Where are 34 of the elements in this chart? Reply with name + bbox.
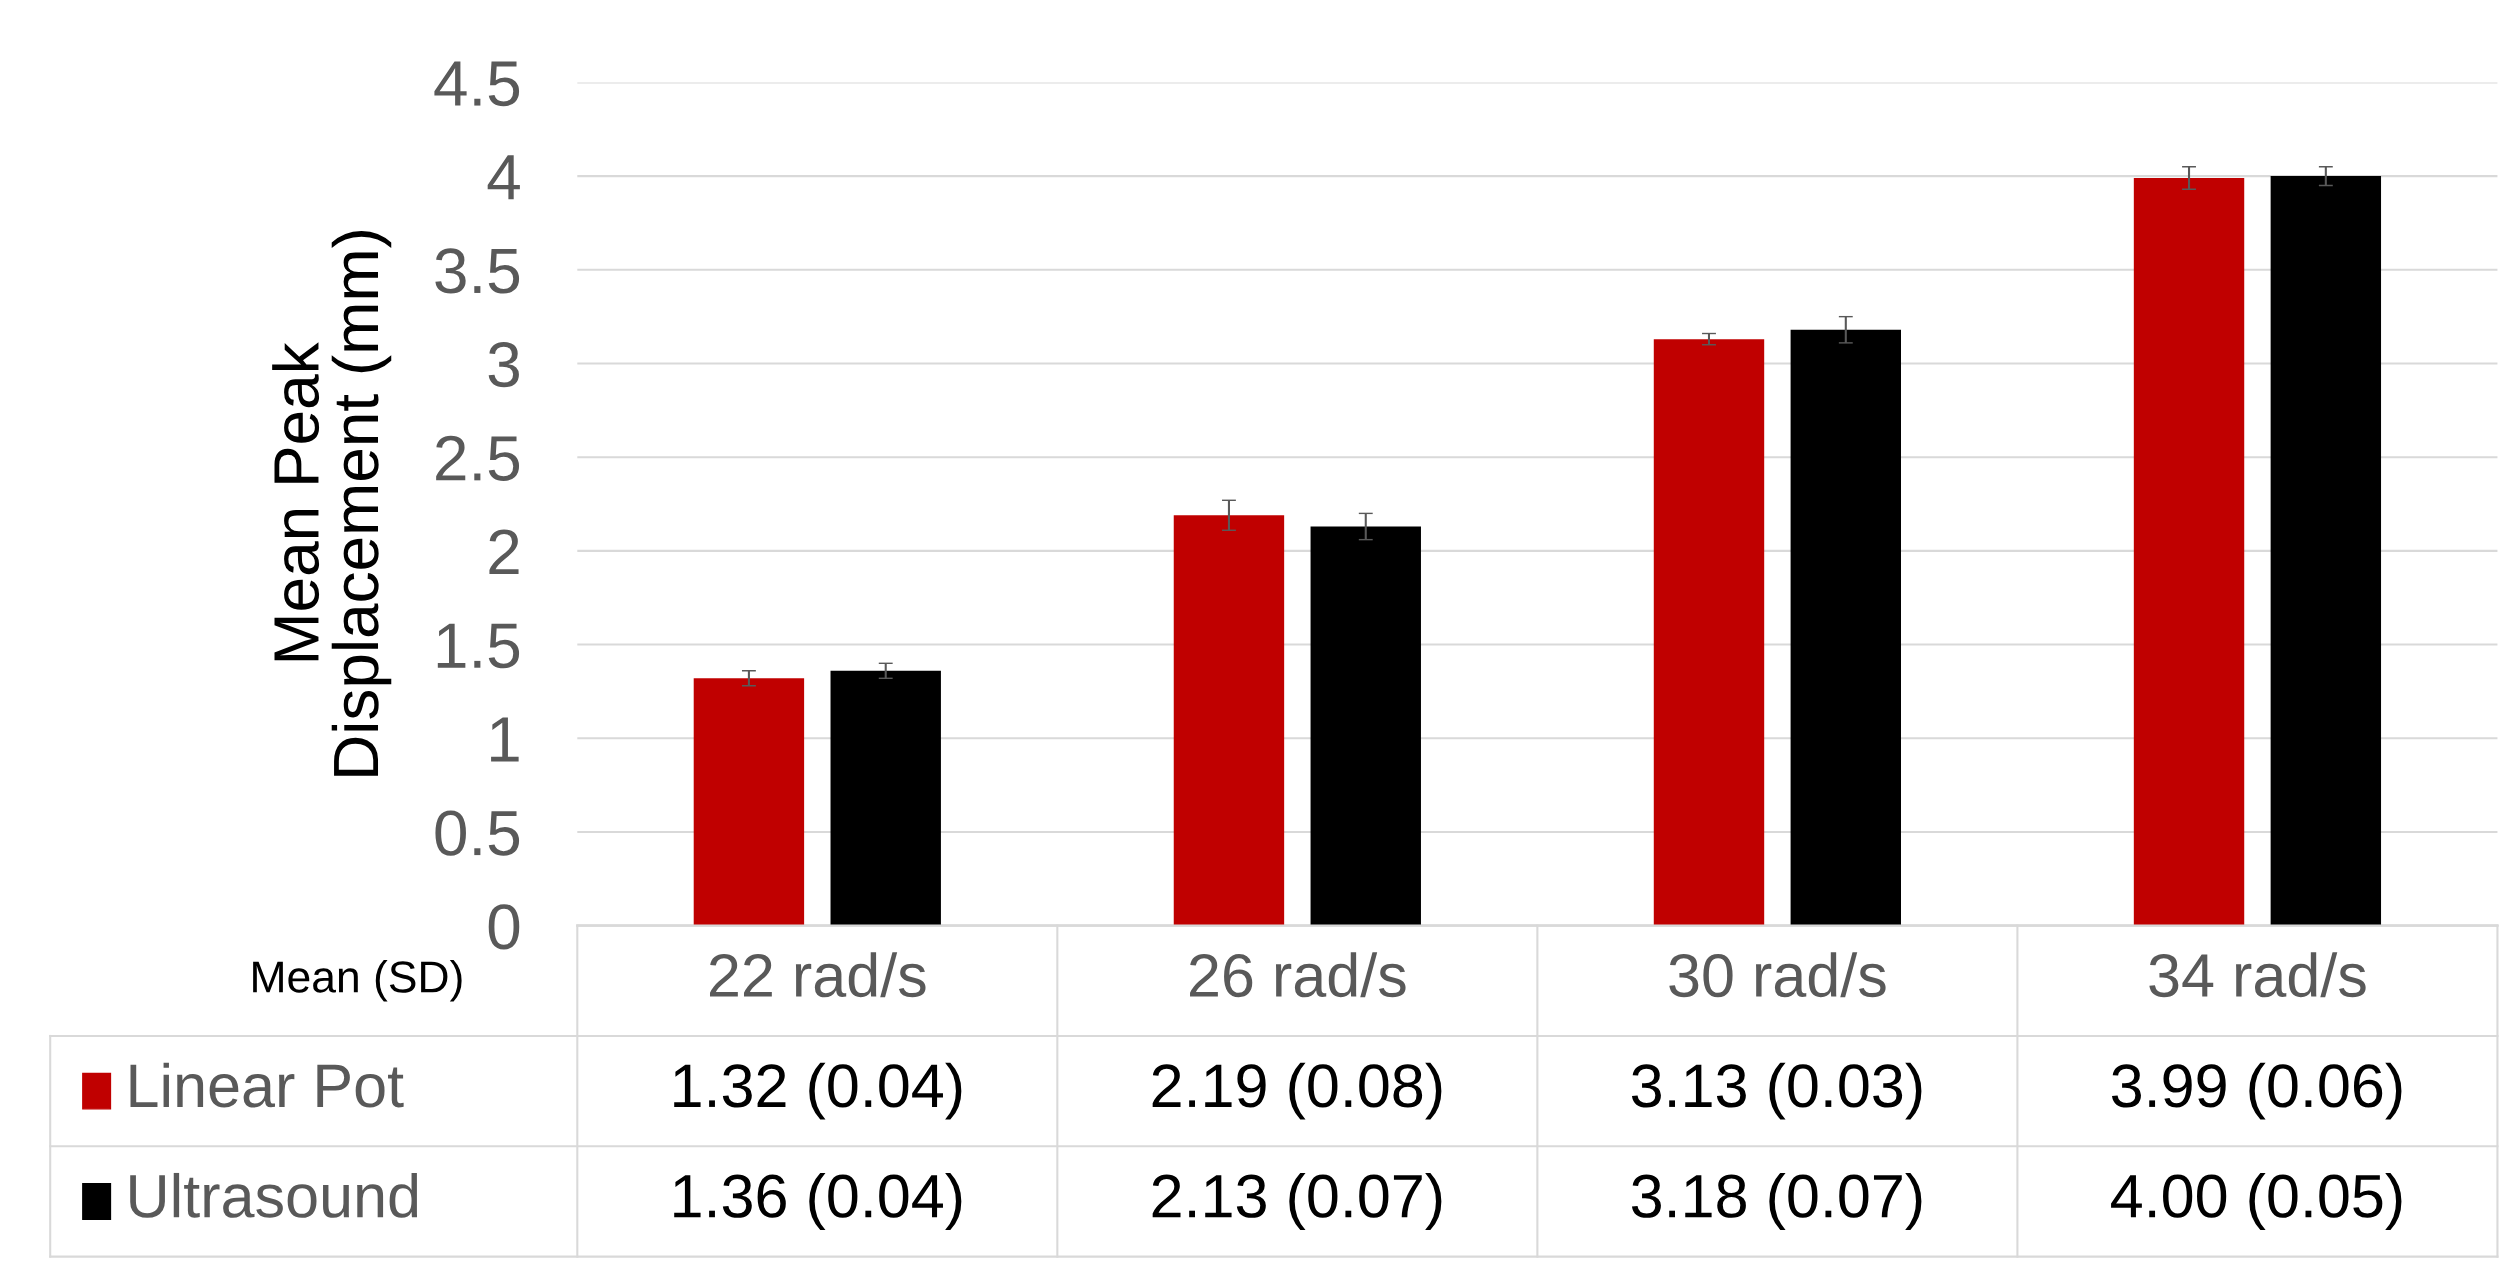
y-tick-label: 4 — [487, 155, 520, 200]
bar — [1173, 515, 1285, 926]
bar — [2270, 176, 2382, 926]
bar — [2133, 177, 2245, 926]
bar — [1653, 339, 1765, 926]
y-tick-label: 4.5 — [434, 61, 520, 107]
data-label: 2.13 (0.07) — [1152, 1172, 1442, 1230]
x-tick-label: 22 rad/s — [710, 952, 926, 998]
y-tick-label: 2.5 — [436, 435, 520, 481]
data-label: 2.19 (0.08) — [1152, 1062, 1442, 1120]
x-tick-label: 30 rad/s — [1669, 952, 1886, 998]
y-tick-label: 3 — [488, 342, 519, 388]
data-label: 4.00 (0.05) — [2111, 1172, 2402, 1230]
bar — [1790, 329, 1901, 926]
data-label: 1.36 (0.04) — [674, 1172, 962, 1230]
y-tick-label: 1 — [491, 717, 519, 762]
data-label: 3.99 (0.06) — [2112, 1062, 2402, 1120]
legend-label: Ultrasound — [130, 1172, 418, 1218]
bar — [693, 678, 805, 926]
x-tick-label: 26 rad/s — [1190, 952, 1406, 998]
data-label: 3.13 (0.03) — [1631, 1062, 1922, 1120]
y-tick-label: 2 — [489, 529, 519, 575]
y-tick-label: 1.5 — [437, 623, 520, 669]
bar — [1310, 526, 1421, 926]
y-axis-title: Mean Peak Displacement (mm) — [272, 231, 392, 776]
y-tick-label: 3.5 — [435, 248, 520, 294]
y-tick-label: 0.5 — [435, 810, 520, 856]
x-tick-label: 34 rad/s — [2149, 952, 2366, 998]
data-label: 1.32 (0.04) — [674, 1062, 962, 1120]
y-tick-label: 0 — [488, 904, 520, 950]
bar — [830, 670, 941, 926]
text: Mean (SD) — [253, 960, 462, 1002]
data-label: 3.18 (0.07) — [1631, 1172, 1922, 1230]
legend-label: Linear Pot — [130, 1062, 404, 1108]
